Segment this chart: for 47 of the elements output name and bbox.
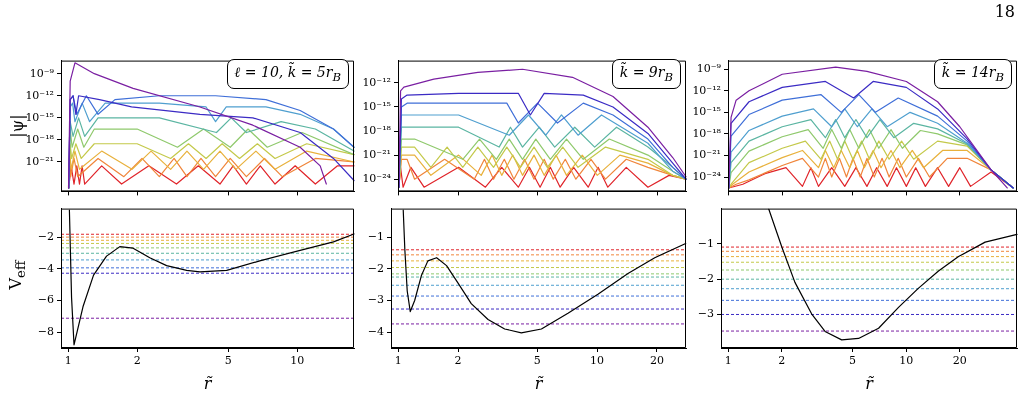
y-tick-label: −3 — [367, 293, 384, 307]
x-tick-label: 1 — [64, 354, 72, 368]
x-axis-title: r̃ — [865, 374, 873, 393]
y-tick-label: −2 — [367, 261, 384, 275]
x-tick-label: 2 — [454, 354, 462, 368]
x-tick-label: 2 — [778, 354, 786, 368]
x-tick-label: 5 — [533, 354, 541, 368]
y-tick-label: 10⁻²¹ — [692, 148, 721, 162]
y-tick-label: 10⁻²⁴ — [692, 169, 722, 183]
y-axis-title: |ψ| — [7, 113, 27, 138]
y-tick-label: 10⁻¹² — [692, 83, 721, 97]
x-tick-label: 10 — [899, 354, 914, 368]
annotation: k̃ = 14r$_{B}$ — [933, 59, 1012, 89]
y-tick-label: −4 — [367, 325, 384, 339]
y-tick-label: −4 — [37, 261, 54, 275]
x-tick-label: 5 — [849, 354, 857, 368]
y-tick-label: 10⁻²¹ — [25, 154, 54, 168]
annotation: k̃ = 9r$_{B}$ — [611, 59, 681, 89]
y-tick-label: −1 — [697, 236, 714, 250]
y-tick-label: 10⁻²¹ — [362, 147, 391, 161]
y-tick-label: −2 — [697, 272, 714, 286]
y-tick-label: −3 — [697, 307, 714, 321]
y-tick-label: 10⁻¹² — [362, 75, 391, 89]
y-tick-label: 10⁻¹⁸ — [362, 123, 392, 137]
y-tick-label: −2 — [37, 229, 54, 243]
y-tick-label: 10⁻¹⁵ — [362, 99, 391, 113]
y-tick-label: 10⁻⁹ — [696, 62, 722, 76]
x-tick-label: 20 — [649, 354, 664, 368]
y-tick-label: −6 — [37, 293, 54, 307]
x-axis-title: r̃ — [534, 374, 543, 393]
x-tick-label: 1 — [394, 354, 402, 368]
x-tick-label: 2 — [133, 354, 141, 368]
x-tick-label: 1 — [724, 354, 732, 368]
x-tick-label: 5 — [224, 354, 232, 368]
y-tick-label: 10⁻¹² — [25, 88, 54, 102]
y-tick-label: 10⁻¹⁵ — [692, 105, 721, 119]
y-tick-label: −1 — [367, 229, 384, 243]
text: 18 — [994, 2, 1015, 21]
x-axis-title: r̃ — [203, 374, 212, 393]
x-tick-label: 10 — [590, 354, 605, 368]
annotation: ℓ = 10, k̃ = 5r$_{B}$ — [226, 59, 349, 89]
x-tick-label: 10 — [290, 354, 305, 368]
x-tick-label: 20 — [952, 354, 967, 368]
y-tick-label: 10⁻⁹ — [29, 66, 55, 80]
y-tick-label: 10⁻²⁴ — [362, 172, 392, 186]
y-tick-label: −8 — [37, 325, 54, 339]
y-tick-label: 10⁻¹⁸ — [692, 126, 722, 140]
